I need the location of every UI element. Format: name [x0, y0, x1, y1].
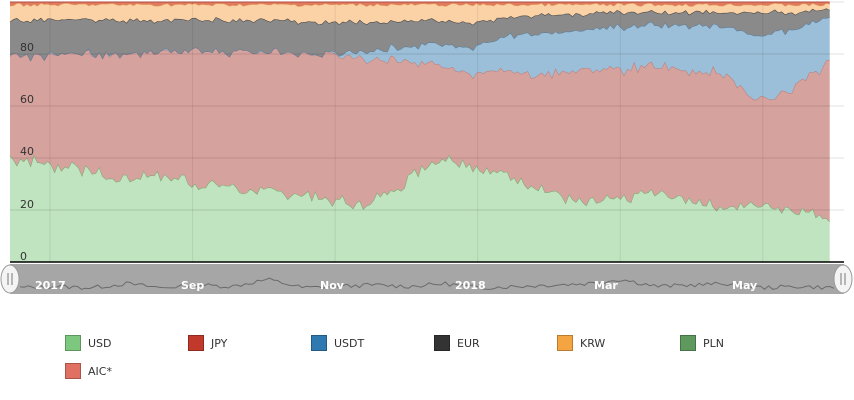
legend-label: KRW [580, 336, 606, 350]
legend-swatch [434, 335, 450, 351]
y-tick-label: 20 [20, 198, 34, 211]
range-navigator[interactable]: 2017 Sep Nov 2018 Mar May [0, 264, 853, 294]
legend-swatch [311, 335, 327, 351]
y-tick-label: 40 [20, 145, 34, 158]
x-tick-label: Nov [320, 279, 345, 292]
y-tick-label: 80 [20, 41, 34, 54]
navigator-right-handle[interactable] [833, 264, 853, 294]
y-axis: 0 20 40 60 80 [20, 41, 34, 263]
navigator-series-line [19, 277, 835, 290]
navigator-left-handle[interactable] [0, 264, 20, 294]
y-tick-label: 60 [20, 93, 34, 106]
y-tick-label: 0 [20, 250, 27, 263]
legend-item-eur[interactable]: EUR [434, 334, 480, 352]
legend-label: PLN [703, 336, 724, 350]
legend-item-aic[interactable]: AIC* [65, 362, 112, 380]
area-series-usdt [10, 17, 830, 101]
area-series-jpy [10, 2, 830, 7]
x-tick-label: May [732, 279, 757, 292]
legend-swatch [680, 335, 696, 351]
legend-swatch [65, 335, 81, 351]
navigator-background [10, 264, 844, 294]
x-tick-label: Sep [181, 279, 204, 292]
legend-swatch [188, 335, 204, 351]
legend-label: USDT [334, 336, 365, 350]
legend-item-krw[interactable]: KRW [557, 334, 605, 352]
x-tick-label: 2018 [455, 279, 486, 292]
area-series-aic [10, 47, 830, 222]
legend-label: AIC* [88, 364, 112, 378]
legend-item-pln[interactable]: PLN [680, 334, 724, 352]
legend-label: EUR [457, 336, 480, 350]
plot-area [9, 1, 831, 262]
legend-swatch [557, 335, 573, 351]
stacked-area-chart: 0 20 40 60 80 2017 Sep Nov 2018 Mar May [0, 1, 853, 294]
x-tick-label: 2017 [35, 279, 66, 292]
gridlines [10, 1, 844, 263]
area-series-krw [10, 3, 830, 25]
legend-item-usdt[interactable]: USDT [311, 334, 364, 352]
legend-item-usd[interactable]: USD [65, 334, 112, 352]
area-series-usd [10, 154, 830, 262]
legend-swatch [65, 363, 81, 379]
legend-label: USD [88, 336, 112, 350]
area-series-eur [10, 8, 830, 61]
x-tick-label: Mar [594, 279, 618, 292]
legend-item-jpy[interactable]: JPY [188, 334, 227, 352]
legend-label: JPY [211, 336, 228, 350]
